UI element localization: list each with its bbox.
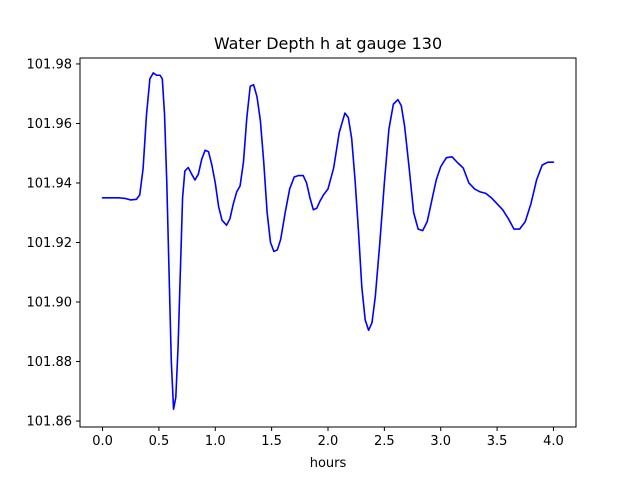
x-tick-label: 3.5 [487,434,508,449]
x-tick-label: 3.0 [430,434,451,449]
series-line-0 [101,72,555,410]
x-tick-label: 1.5 [261,434,282,449]
chart-title: Water Depth h at gauge 130 [214,34,442,53]
x-tick-label: 1.0 [205,434,226,449]
x-tick-label: 2.0 [318,434,339,449]
x-tick-label: 0.5 [149,434,170,449]
x-tick-label: 2.5 [374,434,395,449]
y-tick-label: 101.90 [27,296,73,311]
y-tick-label: 101.96 [27,117,73,132]
y-axis: 101.86 101.88 101.90 101.92 101.94 101.96 101.… [27,57,80,430]
y-tick-label: 101.94 [27,176,73,191]
x-tick-label: 4.0 [543,434,564,449]
x-tick-label: 0.0 [92,434,113,449]
y-tick-label: 101.86 [27,415,73,430]
y-tick-label: 101.98 [27,57,73,72]
y-tick-label: 101.88 [27,355,73,370]
x-axis: 0.0 0.5 1.0 1.5 2.0 2.5 3.0 3.5 4.0 [92,427,564,449]
x-axis-label: hours [310,456,347,471]
y-tick-label: 101.92 [27,236,73,251]
